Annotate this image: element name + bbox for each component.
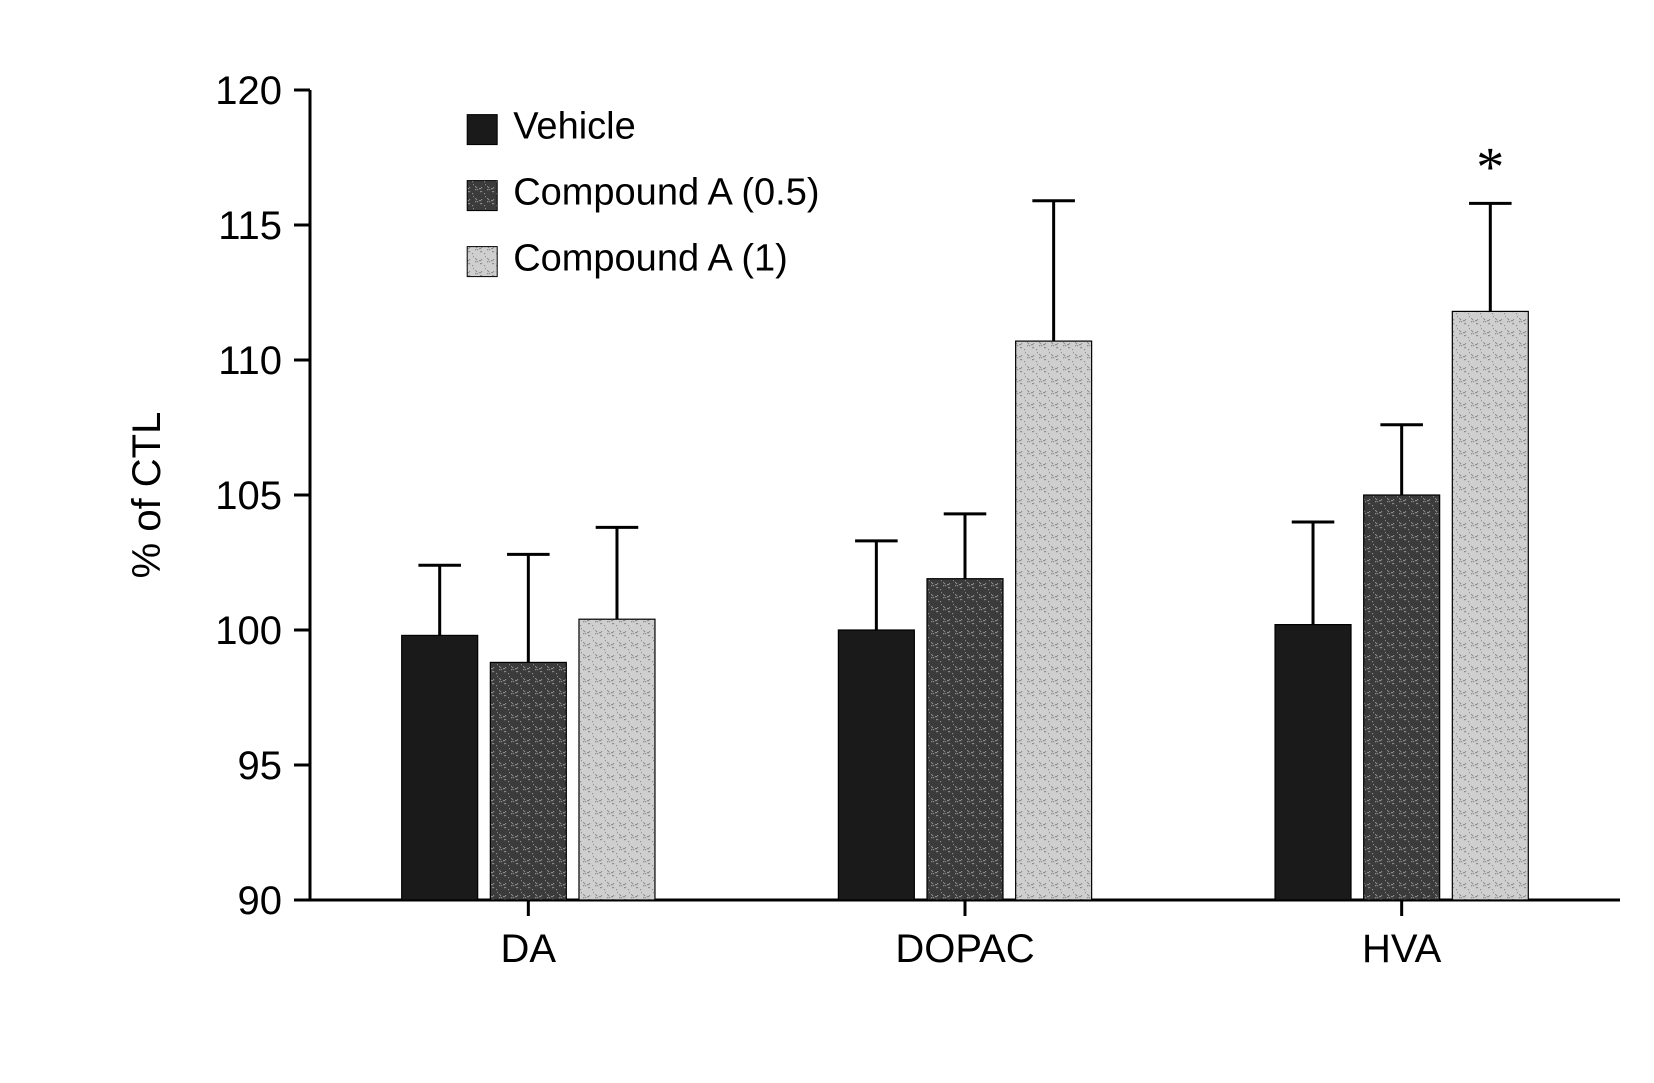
y-tick-label: 90 [238,879,283,923]
y-tick-label: 105 [215,474,282,518]
y-tick-label: 120 [215,69,282,113]
x-tick-label: DA [501,927,557,971]
bar-HVA-2 [1452,311,1528,900]
legend-swatch [467,115,497,145]
bar-DA-2 [579,619,655,900]
bar-DOPAC-0 [838,630,914,900]
chart-container: 90 95 100 105 110 115 120 % of CTL DA DOPAC HVA * Ve… [90,40,1590,1040]
legend-label: Vehicle [513,106,636,148]
legend-swatch [467,181,497,211]
y-tick-label: 95 [238,744,283,788]
bar-DOPAC-1 [927,579,1003,900]
x-tick-label: DOPAC [895,927,1034,971]
bar-HVA-1 [1364,495,1440,900]
y-tick-label: 115 [218,204,282,248]
bar-DA-1 [490,662,566,900]
bar-chart: 90 95 100 105 110 115 120 % of CTL DA DOPAC HVA * Ve… [90,40,1650,1040]
legend-swatch [467,247,497,277]
legend-label: Compound A (0.5) [513,172,819,214]
significance-star: * [1476,136,1504,198]
y-tick-label: 110 [218,339,282,383]
legend-label: Compound A (1) [513,238,788,280]
bar-HVA-0 [1275,625,1351,900]
bar-DOPAC-2 [1016,341,1092,900]
bar-DA-0 [402,635,478,900]
y-tick-label: 100 [215,609,282,653]
y-axis-label: % of CTL [125,412,169,579]
x-tick-label: HVA [1362,927,1442,971]
